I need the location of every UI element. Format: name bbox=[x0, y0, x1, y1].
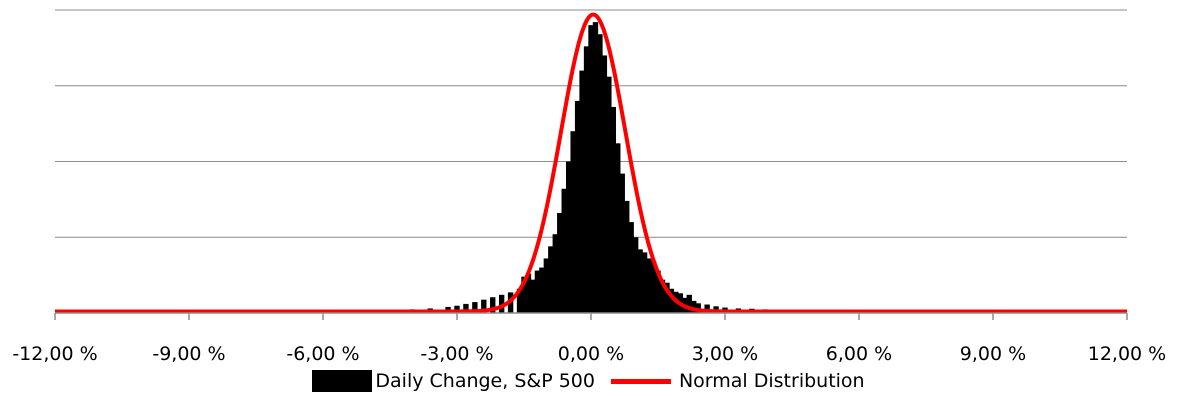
histogram-chart: -12,00 % -9,00 % -6,00 % -3,00 % 0,00 % 3,00 … bbox=[12, 9, 1166, 365]
histogram-bar bbox=[557, 213, 563, 313]
histogram-bar bbox=[659, 279, 666, 313]
histogram-bar bbox=[641, 252, 648, 313]
legend-item-normal: Normal Distribution bbox=[610, 370, 865, 392]
x-tick-label: 0,00 % bbox=[558, 343, 624, 365]
histogram-bar bbox=[530, 279, 536, 313]
x-tick-label: 3,00 % bbox=[692, 343, 758, 365]
histogram-bar bbox=[574, 100, 581, 314]
x-axis-tick-labels: -12,00 % -9,00 % -6,00 % -3,00 % 0,00 % 3,00 … bbox=[12, 343, 1166, 365]
histogram-bar bbox=[490, 297, 496, 313]
x-axis-ticks bbox=[54, 313, 1128, 320]
histogram-bar bbox=[632, 237, 639, 313]
histogram-bar bbox=[637, 249, 643, 313]
histogram-bar bbox=[704, 304, 710, 313]
histogram-bar bbox=[454, 305, 460, 313]
histogram-bar bbox=[588, 25, 594, 314]
histogram-bar bbox=[561, 188, 567, 313]
histogram-bar bbox=[583, 46, 590, 314]
histogram-bar bbox=[481, 299, 487, 313]
histogram-bar bbox=[521, 276, 527, 313]
legend-swatch-bar bbox=[312, 370, 373, 392]
histogram-bar bbox=[548, 246, 554, 313]
histogram-bar bbox=[516, 288, 523, 313]
histogram-bar bbox=[498, 294, 505, 313]
histogram-bar bbox=[472, 302, 478, 313]
legend-label-normal: Normal Distribution bbox=[678, 370, 865, 392]
histogram-bar bbox=[539, 267, 545, 313]
histogram-bar bbox=[552, 234, 558, 313]
x-tick-label: 12,00 % bbox=[1088, 343, 1167, 365]
x-tick-label: 9,00 % bbox=[960, 343, 1026, 365]
histogram-bar bbox=[691, 300, 697, 313]
legend-swatch-line bbox=[610, 378, 671, 384]
histogram-bar bbox=[686, 294, 692, 313]
histogram-bar bbox=[597, 34, 603, 314]
x-tick-label: 6,00 % bbox=[826, 343, 892, 365]
histogram-bar bbox=[543, 258, 550, 313]
histogram-bar bbox=[615, 143, 621, 313]
histogram-bar bbox=[592, 22, 599, 314]
histogram-bar bbox=[619, 173, 625, 313]
histogram-bar bbox=[463, 303, 469, 313]
histogram-bar bbox=[624, 200, 630, 313]
x-tick-label: -9,00 % bbox=[152, 343, 225, 365]
histogram-bar bbox=[525, 273, 532, 313]
histogram-bar bbox=[668, 288, 675, 313]
legend: Daily Change, S&P 500 Normal Distributio… bbox=[0, 366, 1177, 396]
histogram-bar bbox=[610, 106, 617, 314]
legend-item-daily-change: Daily Change, S&P 500 bbox=[312, 370, 595, 392]
normal-distribution-line bbox=[53, 12, 1129, 314]
histogram-bar bbox=[606, 76, 612, 313]
histogram-bar bbox=[628, 222, 634, 313]
histogram-bar bbox=[646, 258, 652, 313]
histogram-bar bbox=[534, 270, 541, 313]
x-tick-label: -12,00 % bbox=[12, 343, 97, 365]
histogram-bar bbox=[650, 261, 657, 313]
histogram-bar bbox=[579, 70, 585, 313]
histogram-bar bbox=[570, 131, 576, 313]
histogram-bar bbox=[565, 161, 572, 313]
x-tick-label: -6,00 % bbox=[286, 343, 359, 365]
legend-label-daily-change: Daily Change, S&P 500 bbox=[375, 370, 595, 392]
histogram-bar bbox=[601, 55, 608, 313]
histogram-bar bbox=[664, 282, 670, 313]
x-tick-label: -3,00 % bbox=[420, 343, 493, 365]
histogram-bar bbox=[655, 270, 661, 313]
